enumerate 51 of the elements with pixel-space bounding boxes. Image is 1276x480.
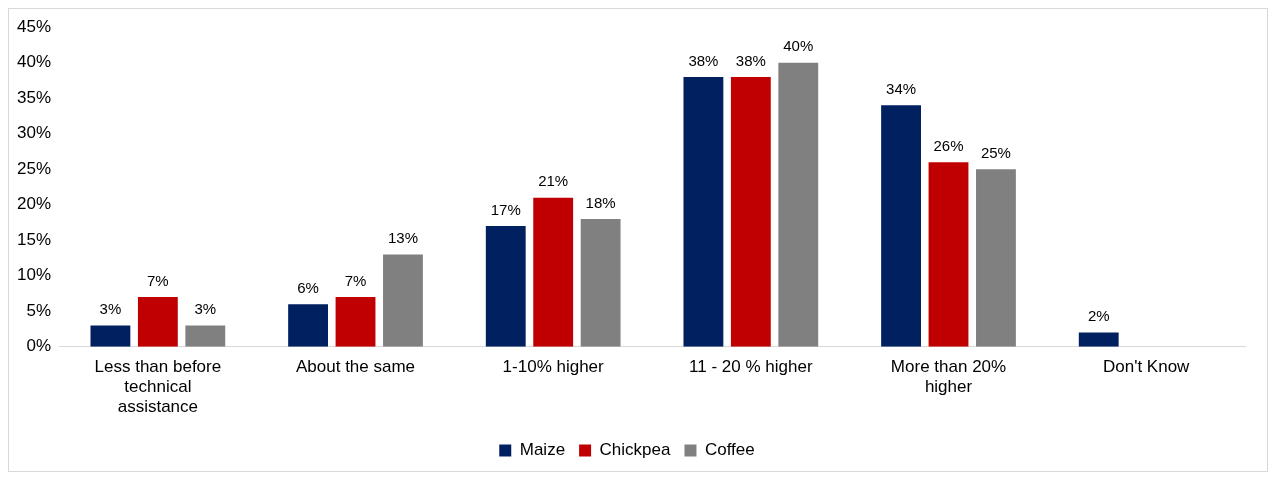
- data-label: 7%: [344, 271, 367, 289]
- data-label: 38%: [735, 51, 766, 69]
- bar: [778, 62, 819, 347]
- data-label: 7%: [147, 271, 169, 289]
- x-tick-label: Don't Know: [1102, 356, 1191, 376]
- data-label: 6%: [297, 278, 319, 296]
- bar: [137, 297, 178, 347]
- x-tick-label: More than 20% higher: [890, 356, 1007, 397]
- x-tick-label: 11 - 20 % higher: [689, 356, 813, 376]
- bar: [1078, 332, 1119, 347]
- bar: [335, 297, 376, 347]
- y-tick-label: 20%: [16, 194, 52, 214]
- bar: [683, 76, 724, 347]
- legend-label: Maize: [519, 440, 566, 460]
- bar: [288, 304, 328, 347]
- bar: [90, 325, 131, 347]
- data-label: 18%: [585, 193, 616, 211]
- data-label: 25%: [980, 143, 1011, 161]
- bar: [580, 218, 621, 347]
- data-label: 13%: [387, 229, 418, 247]
- legend-label: Coffee: [704, 440, 755, 460]
- y-tick-label: 25%: [16, 158, 52, 178]
- data-label: 21%: [538, 172, 569, 190]
- bar: [881, 105, 921, 347]
- bar: [928, 162, 969, 347]
- bar: [976, 169, 1016, 347]
- data-label: 34%: [886, 79, 917, 97]
- y-tick-label: 10%: [16, 265, 52, 285]
- data-label: 3%: [194, 300, 217, 318]
- data-label: 40%: [783, 37, 814, 55]
- bar: [730, 76, 771, 347]
- y-tick-label: 40%: [16, 52, 52, 72]
- bar: [383, 254, 423, 347]
- y-tick-label: 35%: [16, 87, 52, 107]
- y-tick-label: 45%: [16, 16, 52, 36]
- bar: [533, 197, 574, 347]
- legend-label: Chickpea: [599, 440, 672, 460]
- data-label: 2%: [1087, 307, 1110, 325]
- data-label: 38%: [688, 51, 719, 69]
- x-tick-label: Less than before technical assistance: [94, 356, 222, 417]
- data-label: 3%: [99, 300, 122, 318]
- y-tick-label: 5%: [26, 300, 52, 320]
- x-tick-label: About the same: [295, 356, 416, 376]
- y-tick-label: 30%: [16, 123, 52, 143]
- data-label: 17%: [490, 200, 521, 218]
- bar: [485, 226, 526, 347]
- bar: [185, 325, 226, 347]
- y-tick-label: 0%: [26, 336, 52, 356]
- data-label: 26%: [933, 136, 964, 154]
- y-tick-label: 15%: [16, 229, 52, 249]
- x-tick-label: 1-10% higher: [502, 356, 605, 376]
